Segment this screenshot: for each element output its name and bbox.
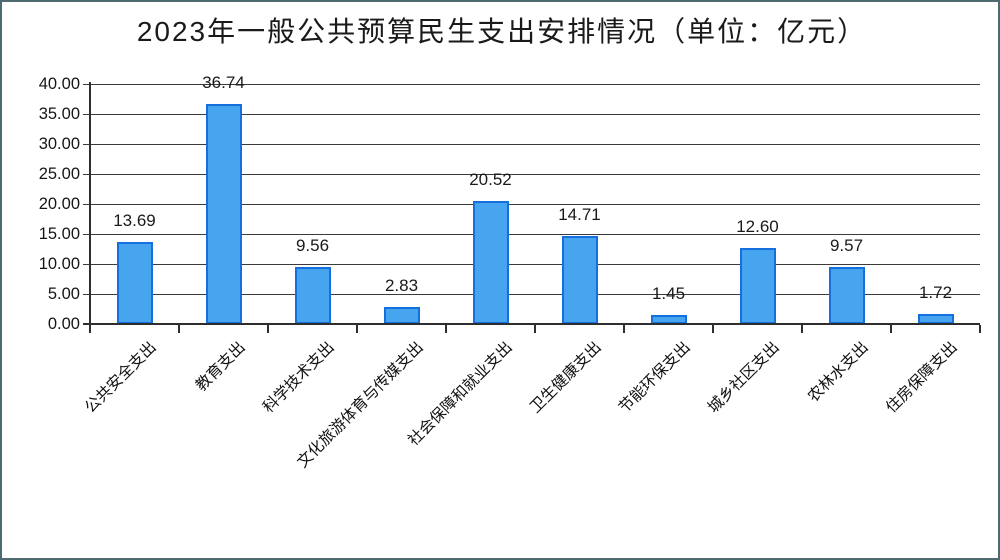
gridline (83, 204, 980, 205)
category-label: 科学技术支出 (259, 338, 338, 417)
category-label: 住房保障支出 (882, 338, 961, 417)
y-tick-label: 35.00 (38, 105, 80, 123)
y-tick-label: 40.00 (38, 75, 80, 93)
chart-title: 2023年一般公共预算民生支出安排情况（单位：亿元） (136, 16, 868, 47)
x-axis-tick (267, 325, 269, 333)
x-axis-tick (89, 325, 91, 333)
bar (205, 103, 242, 324)
y-tick-label: 25.00 (38, 165, 80, 183)
bar-value-label: 12.60 (736, 217, 779, 237)
y-tick-label: 10.00 (38, 255, 80, 273)
bar-value-label: 1.45 (651, 284, 686, 304)
gridline (83, 234, 980, 235)
y-tick-label: 20.00 (38, 195, 80, 213)
bar-value-label: 36.74 (202, 72, 245, 92)
x-axis-tick (801, 325, 803, 333)
bar (472, 200, 509, 324)
bar (917, 313, 954, 324)
category-label: 卫生健康支出 (526, 338, 605, 417)
category-label: 城乡社区支出 (704, 338, 783, 417)
bar-value-label: 13.69 (113, 210, 156, 230)
x-axis-tick (712, 325, 714, 333)
y-axis-line (89, 82, 91, 324)
x-axis-tick (979, 325, 981, 333)
bar (828, 266, 865, 324)
y-tick-label: 5.00 (47, 285, 80, 303)
category-label: 社会保障和就业支出 (404, 338, 516, 450)
bar (116, 241, 153, 324)
bar (739, 248, 776, 324)
x-axis-tick (623, 325, 625, 333)
y-tick-label: 0.00 (47, 315, 80, 333)
bar (383, 307, 420, 324)
gridline (83, 84, 980, 85)
x-axis-tick (178, 325, 180, 333)
x-axis-tick (356, 325, 358, 333)
category-label: 教育支出 (192, 338, 249, 395)
y-tick-label: 15.00 (38, 225, 80, 243)
gridline (83, 264, 980, 265)
gridline (83, 114, 980, 115)
category-label: 节能环保支出 (615, 338, 694, 417)
x-axis-line (83, 323, 980, 325)
category-label: 农林水支出 (804, 338, 872, 406)
gridline (83, 174, 980, 175)
bar-value-label: 9.56 (295, 235, 330, 255)
x-axis-tick (445, 325, 447, 333)
bar-value-label: 1.72 (918, 282, 953, 302)
gridline (83, 294, 980, 295)
category-label: 文化旅游体育与传媒支出 (293, 338, 427, 472)
x-axis-tick (890, 325, 892, 333)
y-tick-label: 30.00 (38, 135, 80, 153)
gridline (83, 144, 980, 145)
bar-value-label: 14.71 (558, 204, 601, 224)
bar (294, 266, 331, 324)
bar-value-label: 2.83 (384, 276, 419, 296)
bar-value-label: 9.57 (829, 235, 864, 255)
bar-value-label: 20.52 (469, 169, 512, 189)
bar (561, 235, 598, 324)
x-axis-tick (534, 325, 536, 333)
